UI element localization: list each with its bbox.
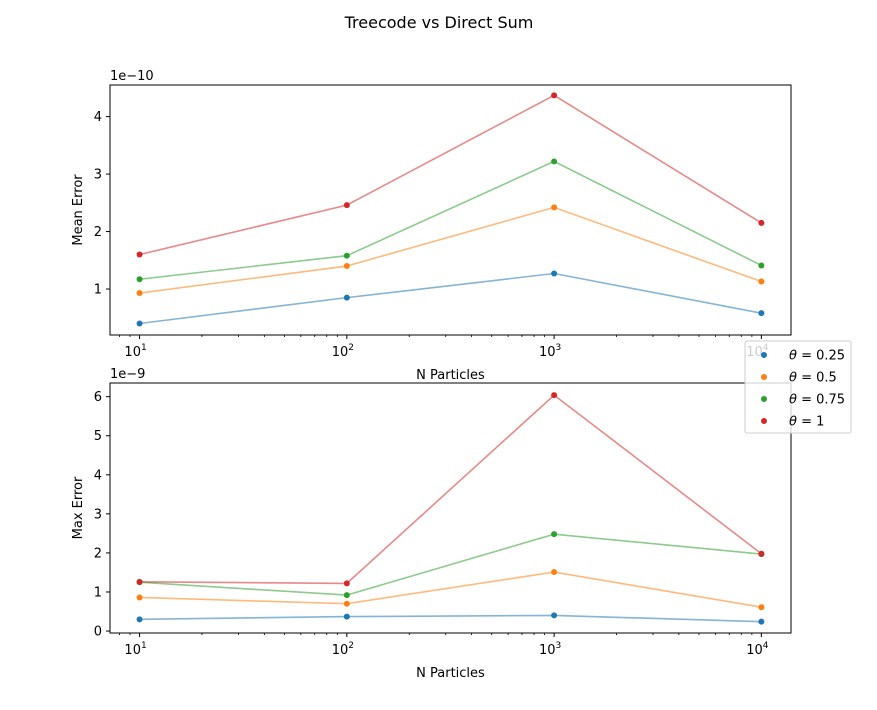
data-point-1-1	[343, 600, 350, 607]
data-point-3-0	[136, 251, 143, 258]
data-point-0-0	[136, 320, 143, 327]
y-tick-label: 3	[94, 168, 102, 183]
max-error-subplot: 0 1 2 3 4 5 6 101 102 103 104 N Particles Max Error 1…	[71, 367, 792, 681]
x-tick-label: 103	[539, 343, 561, 360]
y-offset-text: 1e−9	[110, 367, 145, 382]
data-point-0-2	[551, 612, 558, 619]
legend-label-1: θ = 0.5	[789, 371, 837, 386]
series-line-1	[139, 571, 762, 609]
data-point-3-1	[343, 580, 350, 587]
data-point-1-2	[551, 569, 558, 576]
data-point-0-0	[136, 616, 143, 623]
series-line-2	[139, 160, 762, 281]
x-tick-label: 104	[746, 641, 769, 658]
legend: θ = 0.25 θ = 0.5 θ = 0.75 θ = 1	[744, 340, 852, 434]
data-point-2-0	[136, 276, 143, 283]
data-point-1-2	[551, 204, 558, 211]
data-point-1-0	[136, 290, 143, 297]
legend-marker-0	[761, 352, 767, 358]
data-point-3-3	[758, 219, 765, 226]
y-tick-label: 2	[94, 546, 102, 561]
x-axis-label: N Particles	[416, 666, 485, 681]
x-tick-label: 101	[124, 343, 146, 360]
y-tick-label: 3	[94, 507, 102, 522]
legend-label-3: θ = 1	[789, 415, 824, 430]
data-point-3-3	[758, 550, 765, 557]
series-line-3	[139, 394, 762, 585]
data-point-1-0	[136, 594, 143, 601]
y-axis-label: Mean Error	[71, 174, 86, 246]
data-point-0-2	[551, 270, 558, 277]
data-point-2-1	[343, 592, 350, 599]
x-tick-label: 102	[332, 641, 354, 658]
data-point-3-1	[343, 202, 350, 209]
data-point-3-0	[136, 578, 143, 585]
data-point-1-3	[758, 604, 765, 611]
y-offset-text: 1e−10	[110, 69, 154, 84]
y-tick-label: 1	[94, 283, 102, 298]
legend-marker-3	[761, 418, 767, 424]
y-tick-label: 4	[94, 468, 102, 483]
y-tick-label: 0	[94, 625, 102, 640]
y-axis-label: Max Error	[71, 476, 86, 539]
legend-label-0: θ = 0.25	[789, 349, 845, 364]
y-tick-label: 4	[94, 110, 102, 125]
legend-marker-2	[761, 396, 767, 402]
series-line-1	[139, 206, 762, 294]
data-point-0-1	[343, 294, 350, 301]
legend-frame	[744, 340, 852, 434]
axes-frame	[109, 84, 792, 336]
data-point-1-3	[758, 278, 765, 285]
data-point-2-3	[758, 262, 765, 269]
y-tick-label: 6	[94, 390, 102, 405]
data-point-2-1	[343, 252, 350, 259]
x-tick-label: 102	[332, 343, 354, 360]
y-tick-label: 2	[94, 225, 102, 240]
x-tick-label: 101	[124, 641, 146, 658]
legend-marker-1	[761, 374, 767, 380]
data-point-0-3	[758, 310, 765, 317]
data-point-0-3	[758, 618, 765, 625]
legend-label-2: θ = 0.75	[789, 393, 845, 408]
x-axis-label: N Particles	[416, 368, 485, 383]
y-tick-label: 5	[94, 429, 102, 444]
data-point-2-2	[551, 531, 558, 538]
axes-frame	[109, 382, 792, 634]
series-line-3	[139, 94, 762, 256]
x-tick-label: 103	[539, 641, 561, 658]
series-line-2	[139, 533, 762, 596]
data-point-0-1	[343, 613, 350, 620]
figure-title: Treecode vs Direct Sum	[344, 13, 534, 32]
data-point-1-1	[343, 263, 350, 270]
data-point-2-2	[551, 158, 558, 165]
series-line-0	[139, 272, 762, 325]
data-point-3-2	[551, 92, 558, 99]
series-line-0	[139, 614, 762, 623]
data-point-3-2	[551, 392, 558, 399]
y-tick-label: 1	[94, 585, 102, 600]
